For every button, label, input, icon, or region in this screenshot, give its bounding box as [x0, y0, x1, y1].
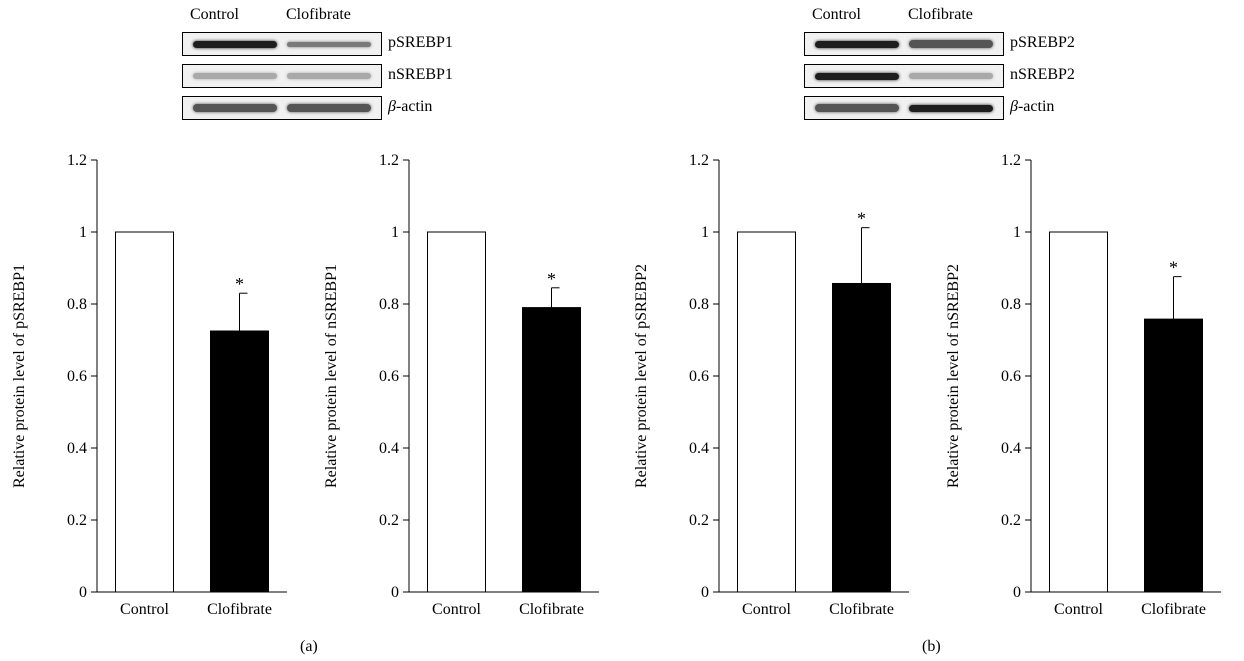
blot-band: [287, 104, 371, 112]
y-tick-label: 0: [1013, 584, 1021, 601]
y-tick-label: 0.8: [689, 296, 709, 313]
bar: [522, 307, 581, 593]
y-tick-label: 0.2: [689, 512, 709, 529]
blot-band: [193, 73, 277, 79]
blot-row-label: β-actin: [1010, 98, 1054, 116]
bar: [427, 231, 486, 593]
blot-strip: [804, 96, 1004, 120]
blot-band: [815, 104, 899, 112]
western-blot-a: Control Clofibrate pSREBP1 nSREBP1 β-act…: [182, 0, 482, 125]
x-tick-label: Clofibrate: [519, 601, 584, 618]
blot-row-label: pSREBP2: [1010, 34, 1075, 52]
x-tick-label: Clofibrate: [1141, 601, 1206, 618]
y-tick-label: 0.8: [379, 296, 399, 313]
blot-row-label: nSREBP1: [388, 66, 453, 84]
panel-b: Control Clofibrate pSREBP2 nSREBP2 β-act…: [622, 0, 1244, 661]
significance-marker: *: [857, 209, 866, 229]
bar: [832, 282, 891, 593]
y-axis-title: Relative protein level of pSREBP2: [633, 264, 650, 488]
y-tick-label: 0: [391, 584, 399, 601]
y-tick-label: 1.2: [379, 152, 399, 169]
y-tick-label: 0: [79, 584, 87, 601]
y-tick-label: 1: [391, 224, 399, 241]
x-tick-label: Control: [1054, 601, 1103, 618]
y-tick-label: 1.2: [67, 152, 87, 169]
y-tick-label: 0.6: [689, 368, 709, 385]
blot-label-text: nSREBP1: [388, 66, 453, 83]
y-axis-title: Relative protein level of nSREBP2: [945, 264, 962, 488]
bar: [115, 231, 174, 593]
blot-band: [193, 40, 277, 48]
y-tick-label: 0.2: [67, 512, 87, 529]
blot-row-label: pSREBP1: [388, 34, 453, 52]
blot-label-text: -actin: [395, 98, 433, 115]
blot-band: [909, 73, 993, 79]
x-tick-label: Control: [432, 601, 481, 618]
bar: [737, 231, 796, 593]
y-tick-label: 0.2: [379, 512, 399, 529]
significance-marker: *: [1169, 258, 1178, 278]
bar: [210, 330, 269, 593]
y-axis-title: Relative protein level of pSREBP1: [11, 264, 28, 488]
significance-marker: *: [547, 269, 556, 289]
y-tick-label: 1: [701, 224, 709, 241]
y-axis-title: Relative protein level of nSREBP1: [323, 264, 340, 488]
bar-chart-nsrebp2: 0 0.2 0.4 0.6 0.8 1 1.2 Relative protein level …: [945, 152, 1221, 618]
y-tick-label: 0.4: [379, 440, 399, 457]
y-tick-label: 0.4: [689, 440, 709, 457]
y-tick-label: 0.4: [1001, 440, 1021, 457]
panel-label: (b): [922, 638, 941, 655]
x-tick-label: Clofibrate: [207, 601, 272, 618]
y-tick-label: 0.2: [1001, 512, 1021, 529]
blot-label-prefix: β: [388, 98, 396, 115]
panel-a: Control Clofibrate pSREBP1 nSREBP1 β-act…: [11, 0, 599, 655]
blot-band: [815, 72, 899, 80]
blot-band: [287, 41, 371, 47]
blot-strip: [182, 96, 382, 120]
blot-lane-label: Clofibrate: [908, 6, 973, 23]
blot-row-label: β-actin: [388, 98, 432, 116]
bar-chart-nsrebp1: 0 0.2 0.4 0.6 0.8 1 1.2 Relative protein level …: [323, 152, 599, 618]
x-tick-label: Clofibrate: [829, 601, 894, 618]
blot-label-text: nSREBP2: [1010, 66, 1075, 83]
y-tick-label: 0.6: [1001, 368, 1021, 385]
blot-strip: [182, 64, 382, 88]
blot-strip: [182, 32, 382, 56]
y-tick-label: 0.8: [1001, 296, 1021, 313]
y-tick-label: 0.4: [67, 440, 87, 457]
blot-lane-label: Clofibrate: [286, 6, 351, 23]
blot-band: [287, 73, 371, 79]
y-tick-label: 0.6: [379, 368, 399, 385]
blot-band: [193, 104, 277, 112]
bar: [1144, 318, 1203, 593]
y-tick-label: 0.8: [67, 296, 87, 313]
y-tick-label: 1.2: [1001, 152, 1021, 169]
blot-row-label: nSREBP2: [1010, 66, 1075, 84]
blot-strip: [804, 64, 1004, 88]
blot-band: [909, 104, 993, 112]
blot-lane-label: Control: [190, 6, 239, 23]
blot-band: [815, 40, 899, 48]
panel-label: (a): [300, 638, 318, 655]
y-tick-label: 1: [1013, 224, 1021, 241]
western-blot-b: Control Clofibrate pSREBP2 nSREBP2 β-act…: [804, 0, 1104, 125]
significance-marker: *: [235, 274, 244, 294]
y-tick-label: 1.2: [689, 152, 709, 169]
bar: [1049, 231, 1108, 593]
bar-chart-psrebp1: 0 0.2 0.4 0.6 0.8 1 1.2 Relative protein level …: [11, 152, 287, 618]
blot-band: [909, 40, 993, 48]
blot-label-text: pSREBP1: [388, 34, 453, 51]
blot-lane-label: Control: [812, 6, 861, 23]
blot-strip: [804, 32, 1004, 56]
y-tick-label: 0.6: [67, 368, 87, 385]
x-tick-label: Control: [742, 601, 791, 618]
blot-label-text: -actin: [1017, 98, 1055, 115]
bar-chart-psrebp2: 0 0.2 0.4 0.6 0.8 1 1.2 Relative protein level …: [633, 152, 909, 618]
blot-label-text: pSREBP2: [1010, 34, 1075, 51]
y-tick-label: 0: [701, 584, 709, 601]
blot-label-prefix: β: [1010, 98, 1018, 115]
y-tick-label: 1: [79, 224, 87, 241]
x-tick-label: Control: [120, 601, 169, 618]
